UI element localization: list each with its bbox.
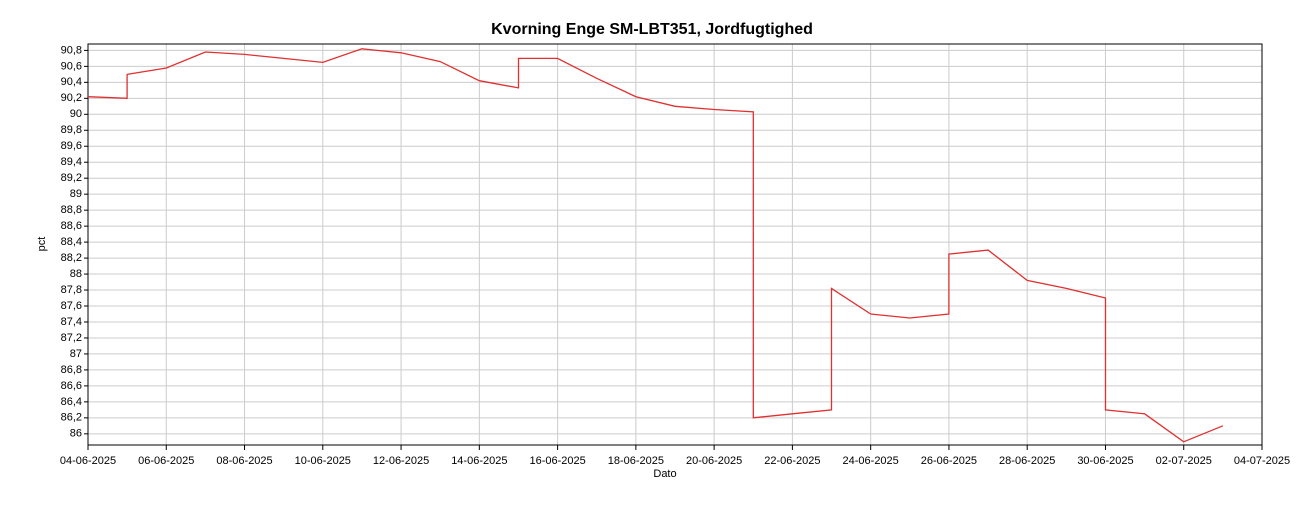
y-tick-label: 90,6 <box>61 60 82 72</box>
chart-title: Kvorning Enge SM-LBT351, Jordfugtighed <box>491 21 813 38</box>
x-tick-label: 28-06-2025 <box>999 455 1055 467</box>
y-tick-label: 89,8 <box>61 124 82 136</box>
y-tick-label: 89,6 <box>61 140 82 152</box>
x-tick-label: 10-06-2025 <box>295 455 351 467</box>
x-tick-label: 08-06-2025 <box>216 455 272 467</box>
plot-frame <box>87 43 1263 446</box>
y-tick-label: 86 <box>70 428 82 440</box>
y-tick-label: 86,8 <box>61 364 82 376</box>
x-tick-label: 24-06-2025 <box>843 455 899 467</box>
y-tick-label: 86,6 <box>61 380 82 392</box>
y-tick-label: 88,4 <box>61 236 82 248</box>
y-tick-label: 88,8 <box>61 204 82 216</box>
y-tick-label: 90,8 <box>61 44 82 56</box>
x-tick-label: 22-06-2025 <box>764 455 820 467</box>
y-tick-label: 90,4 <box>61 76 82 88</box>
x-tick-label: 16-06-2025 <box>529 455 585 467</box>
x-axis-label: Dato <box>653 468 676 480</box>
x-tick-label: 12-06-2025 <box>373 455 429 467</box>
x-tick-label: 30-06-2025 <box>1077 455 1133 467</box>
x-tick-label: 02-07-2025 <box>1156 455 1212 467</box>
y-tick-label: 87,2 <box>61 332 82 344</box>
y-tick-label: 87,4 <box>61 316 82 328</box>
x-tick-label: 06-06-2025 <box>138 455 194 467</box>
x-tick-label: 20-06-2025 <box>686 455 742 467</box>
x-tick-label: 18-06-2025 <box>608 455 664 467</box>
y-tick-label: 86,4 <box>61 396 82 408</box>
x-tick-label: 04-06-2025 <box>60 455 116 467</box>
y-tick-label: 90 <box>70 108 82 120</box>
y-tick-label: 87,8 <box>61 284 82 296</box>
y-tick-label: 88,6 <box>61 220 82 232</box>
y-tick-label: 88 <box>70 268 82 280</box>
y-tick-label: 88,2 <box>61 252 82 264</box>
y-tick-label: 86,2 <box>61 412 82 424</box>
y-tick-label: 89 <box>70 188 82 200</box>
y-tick-label: 89,2 <box>61 172 82 184</box>
x-tick-label: 04-07-2025 <box>1234 455 1290 467</box>
x-tick-label: 26-06-2025 <box>921 455 977 467</box>
data-line <box>87 48 1224 443</box>
y-tick-label: 87 <box>70 348 82 360</box>
y-tick-label: 89,4 <box>61 156 82 168</box>
y-tick-label: 90,2 <box>61 92 82 104</box>
y-axis-label: pct <box>36 237 48 252</box>
x-tick-label: 14-06-2025 <box>451 455 507 467</box>
y-tick-label: 87,6 <box>61 300 82 312</box>
